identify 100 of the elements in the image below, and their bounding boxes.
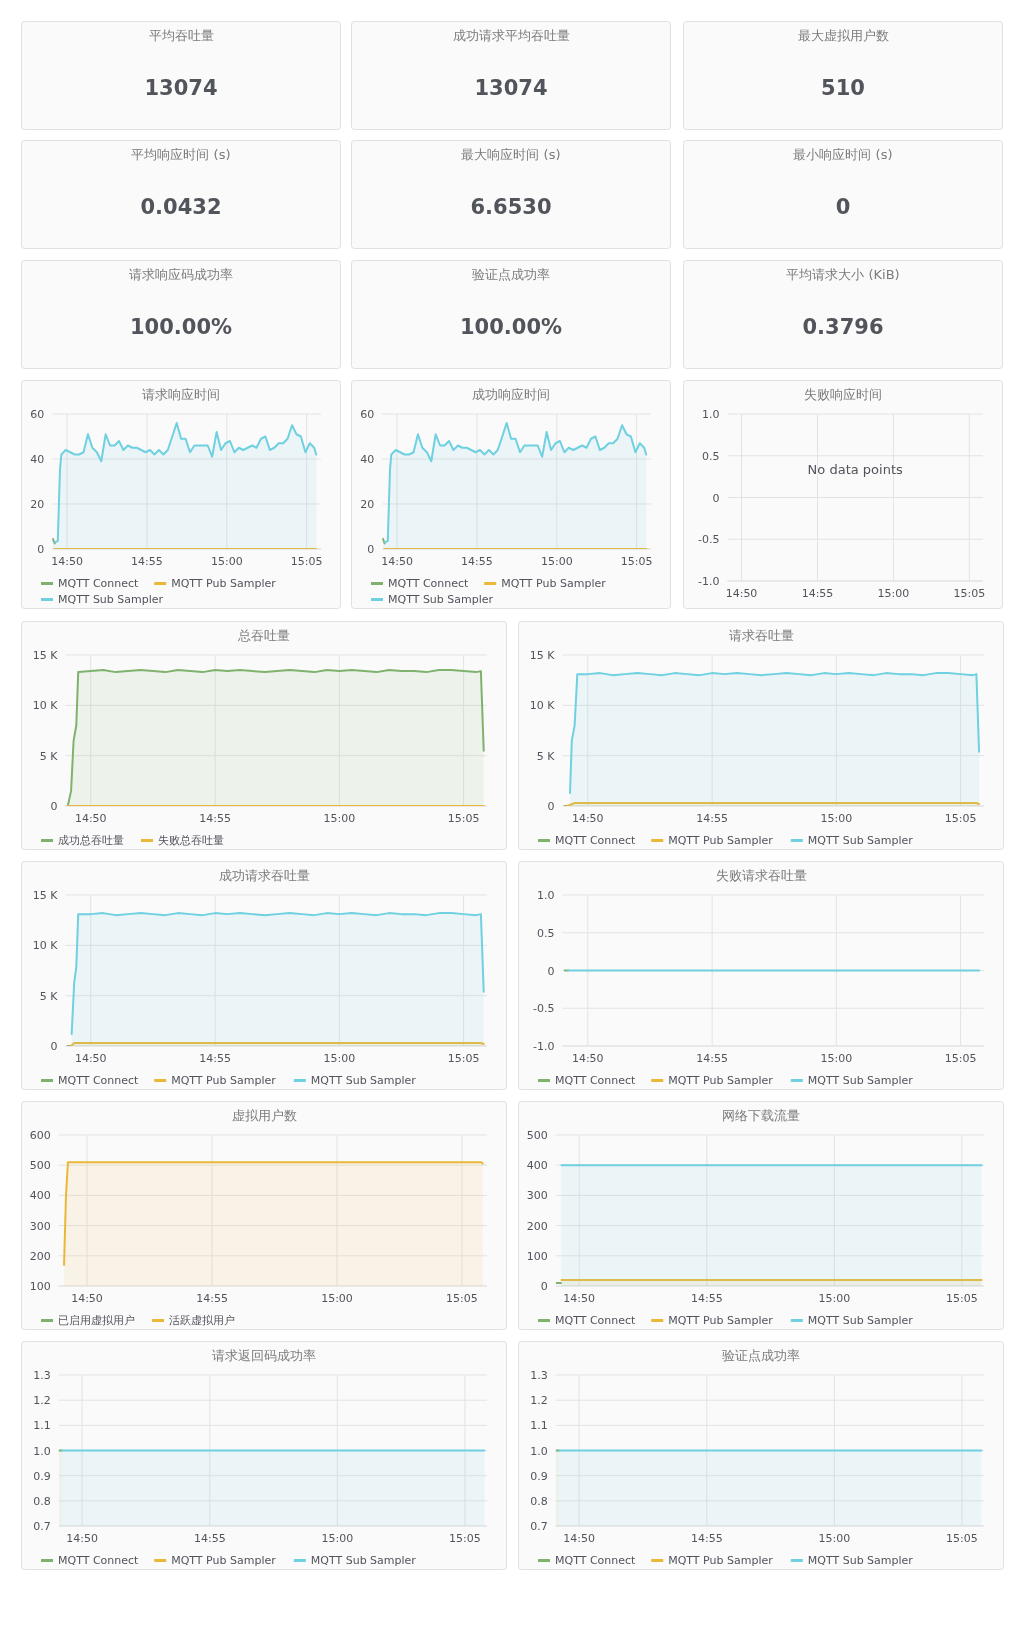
y-tick-label: 5 K bbox=[39, 989, 59, 1003]
y-tick-label: 40 bbox=[30, 453, 45, 466]
y-tick-label: 100 bbox=[29, 1280, 51, 1293]
x-tick-label: 15:00 bbox=[210, 555, 243, 568]
y-tick-label: 200 bbox=[29, 1249, 51, 1263]
chart-title: 网络下载流量 bbox=[722, 1108, 800, 1123]
x-tick-label: 15:05 bbox=[447, 1052, 480, 1065]
y-tick-label: -0.5 bbox=[532, 1002, 555, 1016]
legend-label: MQTT Connect bbox=[555, 1554, 637, 1567]
x-tick-label: 15:05 bbox=[290, 555, 323, 568]
x-tick-label: 14:50 bbox=[66, 1532, 98, 1545]
y-tick-label: 1.2 bbox=[33, 1394, 51, 1408]
x-tick-label: 15:00 bbox=[321, 1532, 354, 1545]
chart-title: 请求响应时间 bbox=[142, 387, 220, 402]
y-tick-label: 1.0 bbox=[536, 889, 555, 902]
text: 平均吞吐量 bbox=[148, 28, 214, 43]
legend-label: MQTT Connect bbox=[555, 1074, 637, 1087]
legend-label: MQTT Connect bbox=[555, 834, 637, 847]
x-tick-label: 15:05 bbox=[449, 1532, 481, 1545]
y-tick-label: 0 bbox=[37, 543, 45, 556]
y-tick-label: 40 bbox=[360, 453, 375, 466]
y-tick-label: 0 bbox=[367, 543, 375, 556]
chart-title: 成功请求吞吐量 bbox=[218, 868, 310, 883]
x-tick-label: 15:00 bbox=[321, 1292, 353, 1305]
y-tick-label: 500 bbox=[526, 1129, 548, 1142]
text: 13074 bbox=[144, 76, 218, 100]
legend-label: MQTT Pub Sampler bbox=[668, 834, 774, 847]
legend-label: MQTT Pub Sampler bbox=[501, 577, 607, 590]
chart-title: 请求吞吐量 bbox=[728, 628, 794, 643]
text: 请求响应码成功率 bbox=[129, 267, 233, 282]
y-tick-label: 1.3 bbox=[33, 1369, 51, 1382]
y-tick-label: 15 K bbox=[32, 889, 59, 902]
legend-label: MQTT Sub Sampler bbox=[807, 834, 914, 847]
legend-label: 失败总吞吐量 bbox=[158, 834, 224, 847]
y-tick-label: -0.5 bbox=[697, 533, 720, 547]
legend-label: 成功总吞吐量 bbox=[58, 834, 124, 847]
x-tick-label: 14:55 bbox=[461, 555, 493, 568]
x-tick-label: 15:00 bbox=[818, 1292, 851, 1305]
legend-label: MQTT Sub Sampler bbox=[807, 1554, 914, 1567]
y-tick-label: 200 bbox=[526, 1219, 548, 1233]
y-tick-label: 15 K bbox=[32, 649, 59, 662]
y-tick-label: 10 K bbox=[529, 699, 556, 713]
y-tick-label: -1.0 bbox=[532, 1040, 555, 1053]
x-tick-label: 14:50 bbox=[381, 555, 413, 568]
x-tick-label: 14:55 bbox=[696, 1052, 728, 1065]
x-tick-label: 15:00 bbox=[818, 1532, 851, 1545]
legend-label: MQTT Sub Sampler bbox=[388, 593, 494, 606]
legend-label: MQTT Connect bbox=[58, 1554, 140, 1567]
y-tick-label: 100 bbox=[526, 1249, 548, 1263]
x-tick-label: 14:50 bbox=[571, 1052, 604, 1065]
x-tick-label: 14:50 bbox=[571, 812, 604, 825]
y-tick-label: 5 K bbox=[39, 749, 59, 763]
legend-label: MQTT Connect bbox=[388, 577, 470, 590]
y-tick-label: 5 K bbox=[536, 749, 556, 763]
y-tick-label: 0.8 bbox=[530, 1494, 548, 1508]
x-tick-label: 14:55 bbox=[691, 1292, 723, 1305]
chart-title: 验证点成功率 bbox=[722, 1348, 800, 1363]
chart-title: 成功响应时间 bbox=[472, 387, 550, 402]
y-tick-label: 400 bbox=[29, 1189, 51, 1203]
y-tick-label: 0.9 bbox=[33, 1469, 51, 1483]
x-tick-label: 14:50 bbox=[563, 1532, 595, 1545]
y-tick-label: 0 bbox=[50, 800, 58, 813]
y-tick-label: 10 K bbox=[32, 699, 59, 713]
y-tick-label: 1.3 bbox=[530, 1369, 548, 1382]
text: 平均请求大小 (KiB) bbox=[786, 267, 900, 282]
text: 平均响应时间 (s) bbox=[131, 147, 231, 162]
y-tick-label: 0 bbox=[547, 800, 555, 813]
legend-label: MQTT Sub Sampler bbox=[58, 593, 164, 606]
x-tick-label: 15:00 bbox=[820, 812, 853, 825]
chart-title: 失败响应时间 bbox=[804, 387, 882, 402]
x-tick-label: 14:50 bbox=[51, 555, 83, 568]
text: 成功请求平均吞吐量 bbox=[452, 28, 570, 43]
y-tick-label: 10 K bbox=[32, 939, 59, 953]
text: 最大虚拟用户数 bbox=[797, 28, 889, 43]
y-tick-label: 300 bbox=[29, 1219, 51, 1233]
x-tick-label: 15:05 bbox=[620, 555, 653, 568]
y-tick-label: 0.8 bbox=[33, 1494, 51, 1508]
x-tick-label: 14:55 bbox=[131, 555, 163, 568]
y-tick-label: 0.9 bbox=[530, 1469, 548, 1483]
chart-title: 失败请求吞吐量 bbox=[715, 868, 807, 883]
text: 100.00% bbox=[459, 315, 563, 339]
text: 最大响应时间 (s) bbox=[461, 147, 561, 162]
y-tick-label: 20 bbox=[360, 498, 375, 511]
x-tick-label: 15:00 bbox=[323, 1052, 356, 1065]
text: 6.6530 bbox=[470, 195, 552, 219]
chart-title: 请求返回码成功率 bbox=[212, 1348, 316, 1363]
legend-label: MQTT Pub Sampler bbox=[668, 1554, 774, 1567]
y-tick-label: 60 bbox=[360, 408, 375, 421]
y-tick-label: -1.0 bbox=[697, 575, 720, 588]
y-tick-label: 15 K bbox=[529, 649, 556, 662]
chart-title: 虚拟用户数 bbox=[231, 1108, 297, 1123]
y-tick-label: 1.2 bbox=[530, 1394, 548, 1408]
y-tick-label: 1.0 bbox=[530, 1444, 548, 1458]
x-tick-label: 15:00 bbox=[877, 587, 910, 600]
y-tick-label: 60 bbox=[30, 408, 45, 421]
x-tick-label: 14:55 bbox=[690, 1532, 723, 1545]
x-tick-label: 15:05 bbox=[447, 812, 480, 825]
x-tick-label: 15:00 bbox=[540, 555, 573, 568]
chart-title: 总吞吐量 bbox=[237, 628, 290, 643]
y-tick-label: 0 bbox=[540, 1280, 548, 1293]
